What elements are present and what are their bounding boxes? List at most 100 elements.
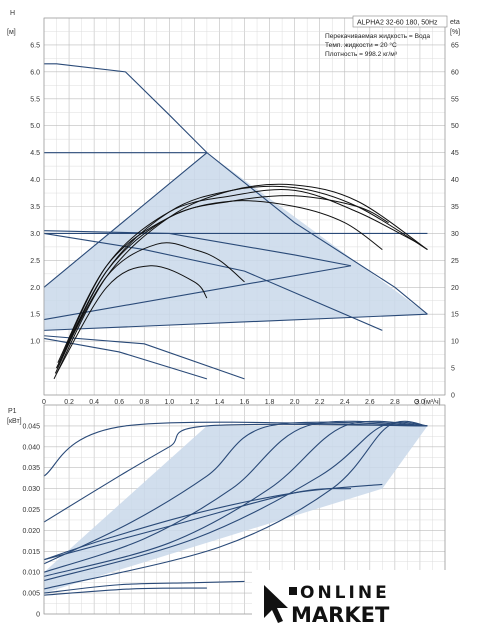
- y-tick-label: 1.0: [30, 339, 40, 346]
- head-curve: [44, 63, 428, 315]
- x-tick-label: 1.2: [190, 399, 200, 406]
- power-tick-label: 0.030: [22, 486, 40, 493]
- power-tick-label: 0.045: [22, 423, 40, 430]
- y2-tick-label: 45: [451, 150, 459, 157]
- top-operating-region: [44, 152, 428, 331]
- efficiency-curve: [56, 242, 245, 369]
- info-line-temperature: Темп. жидкости = 20 °C: [325, 41, 397, 49]
- power-curve: [43, 420, 428, 573]
- y2-tick-label: 30: [451, 231, 459, 238]
- power-tick-label: 0.020: [22, 528, 40, 535]
- head-curve: [43, 152, 208, 288]
- online-market-logo: ONLINE MARKET: [252, 570, 483, 640]
- y-tick-label: 2.0: [30, 285, 40, 292]
- top-tick-labels: 0 0.2 0.4 0.6 0.8 1.0 1.2 1.4 1.6 1.8 2.0 2.2 2.4 2.6…: [30, 42, 459, 406]
- y2-tick-label: 25: [451, 258, 459, 265]
- y-axis-unit: [м]: [7, 29, 16, 36]
- head-curve: [43, 335, 245, 380]
- x-tick-label: 2.4: [340, 399, 350, 406]
- info-line-density: Плотность = 998.2 кг/м³: [325, 51, 398, 58]
- x-tick-label: 0.2: [64, 399, 74, 406]
- x-tick-label: 0: [42, 399, 46, 406]
- power-axis-unit: [кВт]: [7, 418, 22, 425]
- head-curves: [43, 63, 428, 380]
- y2-tick-label: 35: [451, 204, 459, 211]
- y-tick-label: 4.5: [30, 150, 40, 157]
- x-tick-label: 3.0: [415, 399, 425, 406]
- cursor-icon: [264, 585, 288, 623]
- logo-line-2: MARKET: [291, 603, 390, 627]
- power-tick-label: 0.005: [22, 591, 40, 598]
- efficiency-curves: [53, 183, 428, 380]
- power-tick-label: 0.040: [22, 444, 40, 451]
- y-tick-label: 4.0: [30, 177, 40, 184]
- x-tick-label: 2.2: [315, 399, 325, 406]
- power-curve: [43, 587, 207, 596]
- x-axis-label: Q: [414, 399, 420, 406]
- y2-tick-label: 50: [451, 123, 459, 130]
- x-tick-label: 1.8: [265, 399, 275, 406]
- power-tick-label: 0.025: [22, 507, 40, 514]
- head-curve: [43, 230, 352, 267]
- bottom-tick-labels: 0 0.005 0.010 0.015 0.020 0.025 0.030 0.035 0.04…: [22, 423, 40, 618]
- y-axis-label: H: [10, 10, 15, 17]
- y2-tick-label: 0: [451, 393, 455, 400]
- info-line-fluid: Перекачиваемая жидкость = Вода: [325, 33, 430, 40]
- x-tick-label: 2.6: [365, 399, 375, 406]
- y-tick-label: 1.5: [30, 312, 40, 319]
- power-panel: 0 0.005 0.010 0.015 0.020 0.025 0.030 0.035 0.04…: [7, 404, 446, 619]
- power-tick-label: 0.010: [22, 570, 40, 577]
- top-frame: [43, 17, 446, 396]
- title-box: [352, 15, 448, 28]
- chart-title: ALPHA2 32-60 180, 50Hz: [357, 20, 438, 27]
- logo-square-icon: [289, 587, 297, 595]
- power-curve: [43, 420, 428, 577]
- y2-axis-label: eta: [450, 19, 460, 26]
- head-efficiency-panel: 0 0.2 0.4 0.6 0.8 1.0 1.2 1.4 1.6 1.8 2.0 2.2 2.4 2.6…: [7, 10, 460, 406]
- head-curve: [43, 265, 352, 321]
- power-curve: [43, 420, 428, 590]
- power-curve: [43, 421, 428, 565]
- power-axis-label: P1: [8, 408, 17, 415]
- y-tick-label: 5.0: [30, 123, 40, 130]
- power-curve: [43, 580, 245, 594]
- x-tick-label: 0.8: [139, 399, 149, 406]
- efficiency-curve: [56, 265, 208, 374]
- y2-tick-label: 20: [451, 285, 459, 292]
- x-tick-label: 1.4: [215, 399, 225, 406]
- x-tick-label: 0.4: [89, 399, 99, 406]
- y2-tick-label: 10: [451, 339, 459, 346]
- y2-tick-label: 60: [451, 69, 459, 76]
- y-tick-label: 6.0: [30, 69, 40, 76]
- power-curves: [43, 420, 428, 596]
- y-tick-label: 5.5: [30, 96, 40, 103]
- efficiency-curve: [57, 200, 383, 363]
- x-tick-label: 2.8: [390, 399, 400, 406]
- y2-axis-unit: [%]: [450, 29, 460, 36]
- logo-line-1: ONLINE: [300, 583, 390, 603]
- y2-tick-label: 40: [451, 177, 459, 184]
- power-tick-label: 0.015: [22, 549, 40, 556]
- power-tick-label: 0: [36, 612, 40, 619]
- power-tick-label: 0.035: [22, 465, 40, 472]
- y-tick-label: 2.5: [30, 258, 40, 265]
- x-tick-label: 1.6: [240, 399, 250, 406]
- y-tick-label: 6.5: [30, 42, 40, 49]
- y2-tick-label: 65: [451, 42, 459, 49]
- y2-tick-label: 55: [451, 96, 459, 103]
- head-curve: [43, 232, 383, 331]
- x-tick-label: 2.0: [290, 399, 300, 406]
- y2-tick-label: 15: [451, 312, 459, 319]
- y2-tick-label: 5: [451, 366, 455, 373]
- x-tick-label: 0.6: [114, 399, 124, 406]
- power-curve: [43, 423, 428, 523]
- efficiency-curve: [56, 195, 389, 369]
- y-tick-label: 3.5: [30, 204, 40, 211]
- bottom-frame: [43, 404, 446, 615]
- logo-background: [252, 570, 483, 640]
- power-curve: [43, 421, 428, 582]
- power-curve: [43, 488, 352, 561]
- x-tick-label: 1.0: [164, 399, 174, 406]
- head-curve: [43, 313, 428, 331]
